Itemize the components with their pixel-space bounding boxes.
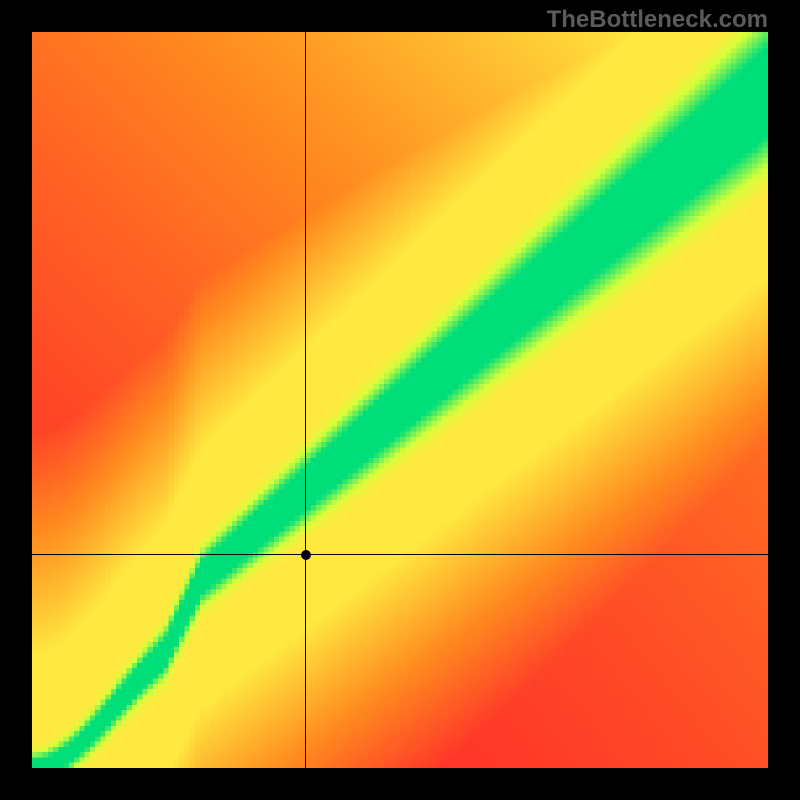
chart-container: TheBottleneck.com: [0, 0, 800, 800]
crosshair-vertical: [305, 32, 306, 768]
crosshair-marker: [301, 550, 311, 560]
watermark-text: TheBottleneck.com: [547, 6, 768, 34]
bottleneck-heatmap: [32, 32, 768, 768]
crosshair-horizontal: [32, 554, 768, 555]
